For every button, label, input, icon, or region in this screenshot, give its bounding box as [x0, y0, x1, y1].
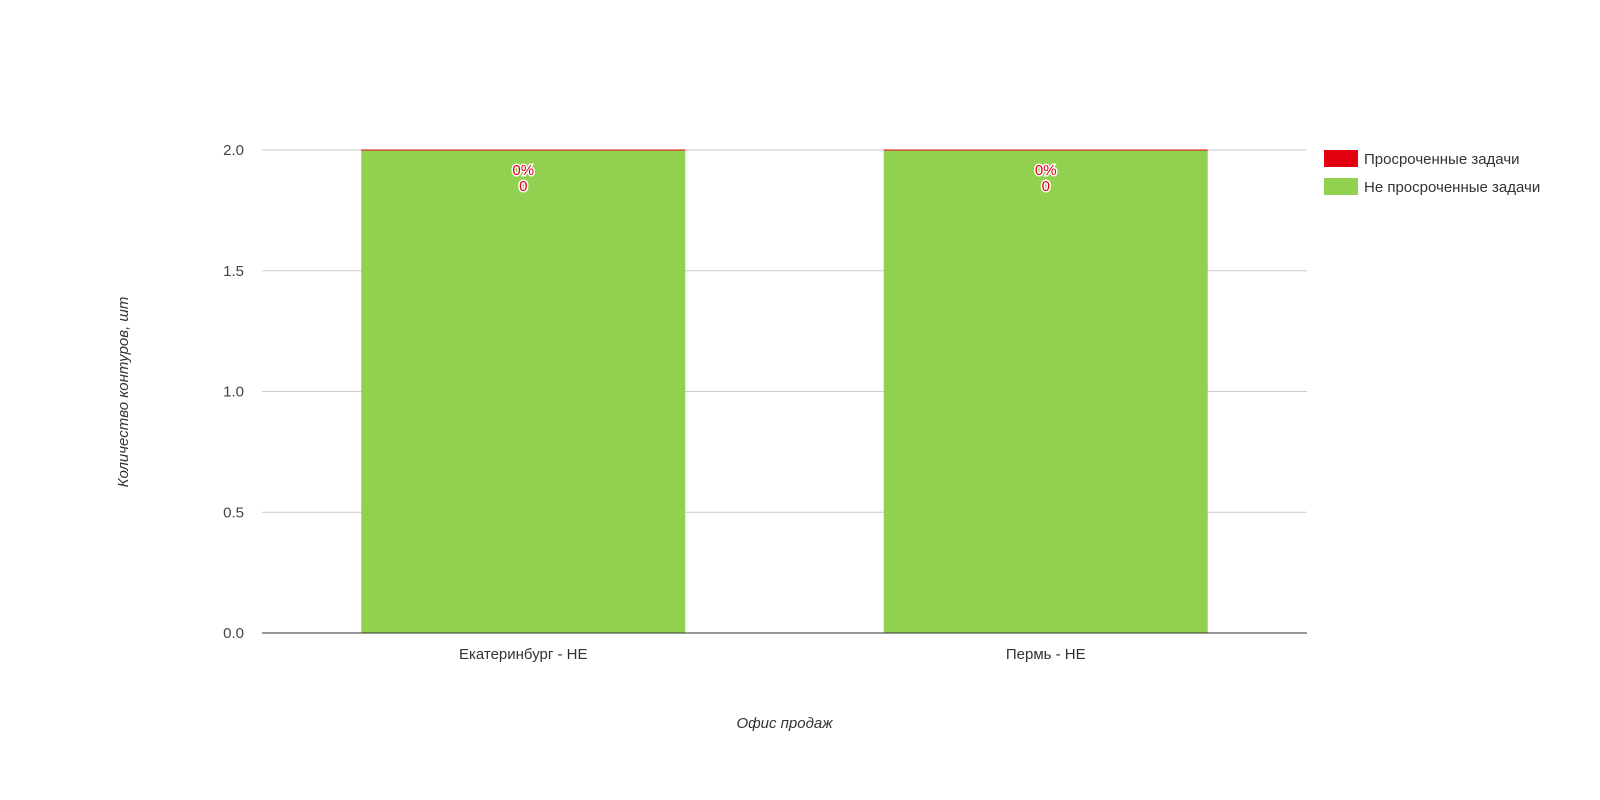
legend-swatch: [1324, 150, 1358, 167]
data-label-percent: 0%: [1035, 162, 1057, 179]
y-tick-label: 0.0: [223, 625, 244, 642]
x-category-label: Пермь - НЕ: [1006, 646, 1086, 663]
bar-not-overdue: [883, 150, 1208, 633]
x-category-label: Екатеринбург - НЕ: [459, 646, 588, 663]
y-axis-title: Количество контуров, шт: [115, 297, 132, 488]
bar-not-overdue: [361, 150, 686, 633]
y-tick-label: 2.0: [223, 142, 244, 159]
data-label-value: 0: [1042, 178, 1050, 195]
legend-swatch: [1324, 178, 1358, 195]
data-label-percent: 0%: [512, 162, 534, 179]
x-axis-categories: Екатеринбург - НЕ Пермь - НЕ: [459, 646, 1086, 663]
legend-label: Просроченные задачи: [1364, 151, 1520, 168]
y-tick-label: 1.0: [223, 384, 244, 401]
bars: [361, 149, 1208, 633]
legend-label: Не просроченные задачи: [1364, 179, 1540, 196]
data-labels: 0%00%0: [511, 161, 1058, 197]
y-tick-label: 0.5: [223, 504, 244, 521]
y-tick-label: 1.5: [223, 263, 244, 280]
y-axis-ticks: 0.0 0.5 1.0 1.5 2.0: [223, 142, 244, 642]
legend: Просроченные задачи Не просроченные задач…: [1324, 150, 1540, 196]
data-label-value: 0: [519, 178, 527, 195]
x-axis-title: Офис продаж: [736, 715, 833, 732]
